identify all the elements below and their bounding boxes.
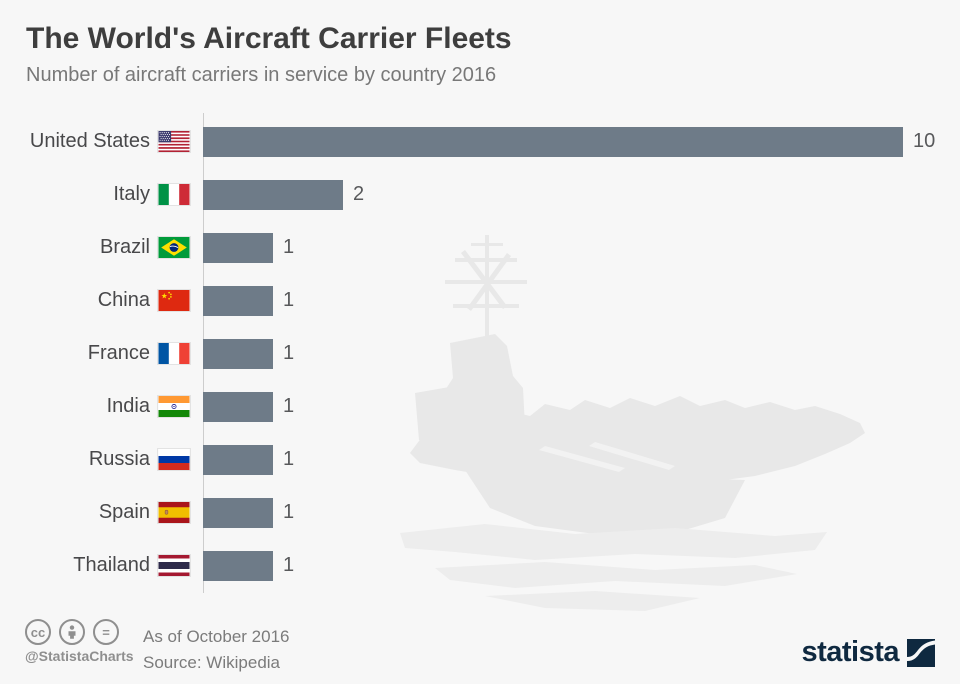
bar-value-label: 1 <box>283 554 295 576</box>
bar-value-label: 10 <box>913 130 936 152</box>
chart-row: China 1 <box>0 274 960 327</box>
chart-row: Italy 2 <box>0 168 960 221</box>
bar-france <box>203 338 273 369</box>
statista-wordmark: statista <box>801 636 899 668</box>
bar-value-label: 1 <box>283 236 295 258</box>
france-flag-icon <box>158 343 190 364</box>
chart-row: France 1 <box>0 327 960 380</box>
bar-india <box>203 391 273 422</box>
equals-nd-icon[interactable]: = <box>93 619 119 645</box>
thailand-flag-icon <box>158 555 190 576</box>
bar-value-label: 1 <box>283 395 295 417</box>
cc-license-block[interactable]: cc = @StatistaCharts <box>25 619 134 664</box>
russia-flag-icon <box>158 449 190 470</box>
chart-row: Thailand 1 <box>0 539 960 592</box>
statista-charts-handle: @StatistaCharts <box>25 648 134 664</box>
bar-value-label: 1 <box>283 501 295 523</box>
chart-row: Brazil 1 <box>0 221 960 274</box>
date-note: As of October 2016 <box>143 627 290 646</box>
bar-italy <box>203 179 343 210</box>
bar-value-label: 1 <box>283 289 295 311</box>
china-flag-icon <box>158 290 190 311</box>
bar-united-states <box>203 126 903 157</box>
spain-flag-icon <box>158 502 190 523</box>
bar-brazil <box>203 232 273 263</box>
page-title: The World's Aircraft Carrier Fleets <box>26 22 512 55</box>
statista-logo-mark <box>907 638 935 667</box>
india-flag-icon <box>158 396 190 417</box>
bar-value-label: 1 <box>283 448 295 470</box>
header: The World's Aircraft Carrier Fleets Numb… <box>26 22 512 87</box>
country-label: United States <box>29 130 150 152</box>
country-label: China <box>97 289 150 311</box>
chart-row: India 1 <box>0 380 960 433</box>
attribution-person-icon[interactable] <box>59 619 85 645</box>
country-label: Thailand <box>73 554 150 576</box>
country-label: Italy <box>113 183 150 205</box>
brazil-flag-icon <box>158 237 190 258</box>
country-label: Spain <box>98 501 150 523</box>
bar-value-label: 1 <box>283 342 295 364</box>
bar-chart: United States <box>0 115 960 592</box>
chart-row: Spain 1 <box>0 486 960 539</box>
bar-value-label: 2 <box>353 183 365 205</box>
country-label: India <box>106 395 150 417</box>
source-note: Source: Wikipedia <box>143 653 281 672</box>
page-subtitle: Number of aircraft carriers in service b… <box>26 63 497 86</box>
chart-row: Russia 1 <box>0 433 960 486</box>
bar-spain <box>203 497 273 528</box>
cc-icon[interactable]: cc <box>25 619 51 645</box>
country-label: Russia <box>88 448 150 470</box>
bar-thailand <box>203 550 273 581</box>
statista-logo[interactable]: statista <box>801 638 935 667</box>
bar-russia <box>203 444 273 475</box>
footer-notes: As of October 2016 Source: Wikipedia <box>143 624 289 676</box>
italy-flag-icon <box>158 184 190 205</box>
us-flag-icon <box>158 131 190 152</box>
bar-china <box>203 285 273 316</box>
chart-row: United States <box>0 115 960 168</box>
country-label: France <box>87 342 150 364</box>
country-label: Brazil <box>99 236 150 258</box>
